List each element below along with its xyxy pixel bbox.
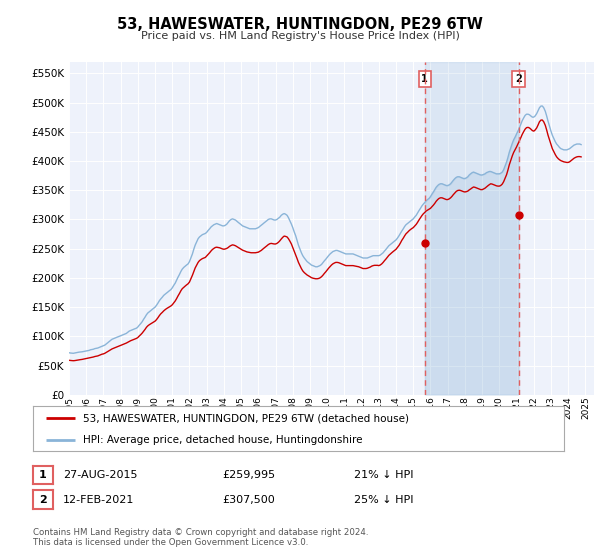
Text: 25% ↓ HPI: 25% ↓ HPI <box>354 494 413 505</box>
Text: 53, HAWESWATER, HUNTINGDON, PE29 6TW (detached house): 53, HAWESWATER, HUNTINGDON, PE29 6TW (de… <box>83 413 409 423</box>
Text: 21% ↓ HPI: 21% ↓ HPI <box>354 470 413 480</box>
Text: Price paid vs. HM Land Registry's House Price Index (HPI): Price paid vs. HM Land Registry's House … <box>140 31 460 41</box>
Text: £307,500: £307,500 <box>222 494 275 505</box>
Text: 12-FEB-2021: 12-FEB-2021 <box>63 494 134 505</box>
Text: 2: 2 <box>39 494 47 505</box>
Text: 1: 1 <box>421 74 428 84</box>
Text: 53, HAWESWATER, HUNTINGDON, PE29 6TW: 53, HAWESWATER, HUNTINGDON, PE29 6TW <box>117 17 483 32</box>
Text: 1: 1 <box>39 470 47 480</box>
Bar <box>425 62 518 395</box>
Text: 27-AUG-2015: 27-AUG-2015 <box>63 470 137 480</box>
Text: Contains HM Land Registry data © Crown copyright and database right 2024.
This d: Contains HM Land Registry data © Crown c… <box>33 528 368 547</box>
Text: £259,995: £259,995 <box>222 470 275 480</box>
Text: HPI: Average price, detached house, Huntingdonshire: HPI: Average price, detached house, Hunt… <box>83 435 363 445</box>
Text: 2: 2 <box>515 74 522 84</box>
